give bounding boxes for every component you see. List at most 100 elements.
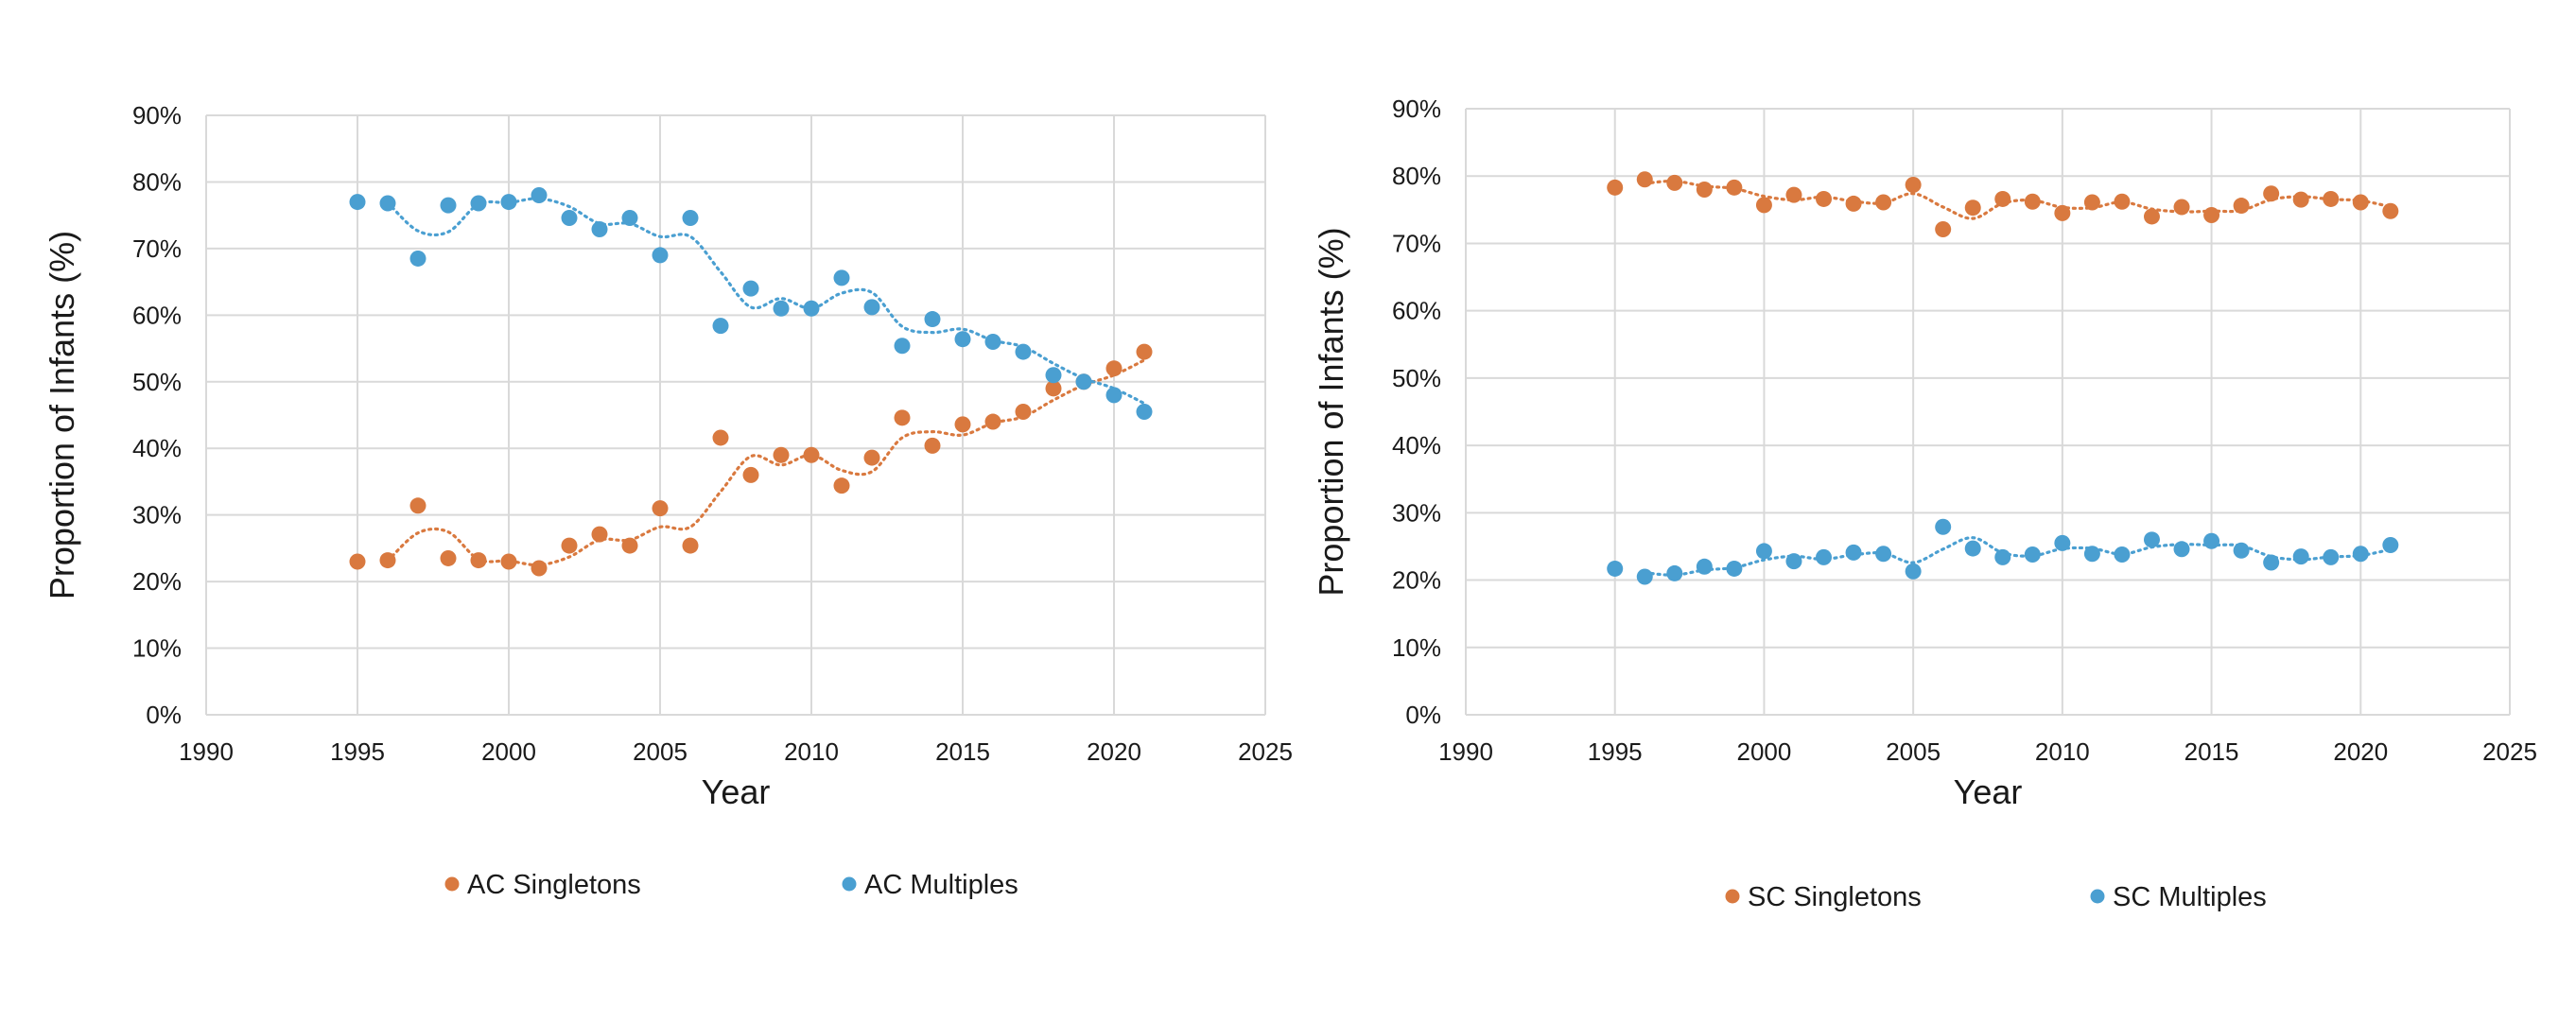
data-point (2382, 202, 2399, 219)
trendline-ac-multiples (386, 197, 1146, 406)
sc-chart-svg: 0% 10% 20% 30% 40% 50% 60% 70% 80% 90% 1990 1995 200… (1312, 95, 2537, 912)
y-tick-label: 50% (132, 368, 182, 396)
data-point (2143, 531, 2160, 548)
data-point (349, 553, 366, 570)
data-point (712, 318, 729, 335)
data-point (2173, 541, 2190, 558)
legend-marker (842, 876, 857, 892)
data-point (1905, 176, 1922, 193)
data-point (1015, 403, 1032, 420)
ac-chart-svg: 0% 10% 20% 30% 40% 50% 60% 70% 80% 90% 1990 1995 200… (43, 101, 1293, 900)
data-point (742, 280, 759, 297)
data-point (500, 553, 517, 570)
data-point (591, 220, 608, 237)
chart-panel-sc: 0% 10% 20% 30% 40% 50% 60% 70% 80% 90% 1990 1995 200… (1296, 0, 2576, 1023)
data-point (1666, 174, 1683, 191)
data-point (682, 209, 699, 226)
data-point (984, 334, 1001, 351)
data-point (2203, 207, 2220, 224)
x-tick-label: 2020 (1087, 737, 1141, 766)
legend-label: AC Singletons (467, 870, 641, 900)
data-point (561, 209, 578, 226)
data-point (2263, 185, 2280, 202)
y-axis-title: Proportion of Infants (%) (43, 231, 81, 599)
data-point (2352, 194, 2369, 211)
data-point (531, 560, 548, 577)
data-point (2203, 532, 2220, 549)
data-point (1015, 343, 1032, 360)
data-point (712, 429, 729, 446)
data-point (773, 300, 790, 317)
data-point (1785, 553, 1802, 570)
data-point (1636, 568, 1653, 585)
y-tick-label: 20% (132, 567, 182, 596)
data-point (2054, 534, 2071, 551)
x-tick-label: 2015 (935, 737, 990, 766)
data-point (470, 552, 487, 569)
y-tick-label: 0% (1405, 701, 1441, 729)
x-tick-label: 1990 (179, 737, 234, 766)
y-tick-label: 80% (132, 167, 182, 196)
data-point (682, 537, 699, 554)
x-tick-label: 2020 (2333, 737, 2388, 766)
data-point (1136, 343, 1153, 360)
data-point (954, 331, 971, 348)
data-point (2233, 542, 2250, 559)
data-point (1845, 195, 1862, 212)
data-point (954, 416, 971, 433)
y-tick-label: 80% (1392, 162, 1441, 190)
data-point (2323, 548, 2340, 565)
data-point (863, 449, 880, 466)
data-point (1696, 558, 1713, 575)
x-tick-label: 2000 (481, 737, 536, 766)
data-point (2024, 193, 2041, 210)
data-point (652, 247, 669, 264)
data-point (924, 437, 941, 454)
data-point (2263, 554, 2280, 571)
x-axis-title: Year (1954, 772, 2023, 811)
y-tick-label: 10% (1392, 633, 1441, 662)
data-point (1785, 186, 1802, 203)
y-tick-label: 60% (132, 301, 182, 329)
data-point (833, 477, 850, 494)
data-point (833, 269, 850, 286)
x-tick-label: 1995 (330, 737, 385, 766)
x-tick-label: 1990 (1438, 737, 1493, 766)
data-point (1136, 403, 1153, 420)
data-point (2083, 546, 2100, 563)
data-point (2024, 546, 2041, 563)
data-point (2352, 546, 2369, 563)
y-tick-label: 90% (132, 101, 182, 130)
data-point (409, 250, 426, 267)
data-point (409, 497, 426, 514)
legend-label: SC Multiples (2113, 882, 2267, 912)
y-tick-label: 40% (1392, 431, 1441, 459)
legend-marker (444, 876, 460, 892)
data-point (440, 197, 457, 214)
data-point (984, 413, 1001, 430)
y-tick-label: 0% (146, 701, 182, 729)
data-point (1666, 564, 1683, 581)
x-axis-title: Year (702, 772, 771, 811)
data-point (2114, 193, 2131, 210)
data-point (2382, 537, 2399, 554)
y-tick-label: 50% (1392, 364, 1441, 392)
data-point (2323, 190, 2340, 207)
data-point (1845, 544, 1862, 561)
data-point (440, 549, 457, 566)
y-tick-label: 60% (1392, 297, 1441, 325)
data-point (621, 537, 638, 554)
data-point (2054, 204, 2071, 221)
data-point (2143, 208, 2160, 225)
data-point (2292, 548, 2309, 565)
x-tick-label: 1995 (1588, 737, 1643, 766)
data-point (2233, 198, 2250, 215)
y-tick-label: 70% (1392, 229, 1441, 257)
legend-marker (1725, 889, 1740, 904)
x-tick-label: 2010 (2035, 737, 2090, 766)
y-tick-label: 30% (132, 501, 182, 529)
data-point (1875, 194, 1892, 211)
data-point (1636, 171, 1653, 188)
data-point (379, 552, 396, 569)
data-point (1964, 540, 1981, 557)
